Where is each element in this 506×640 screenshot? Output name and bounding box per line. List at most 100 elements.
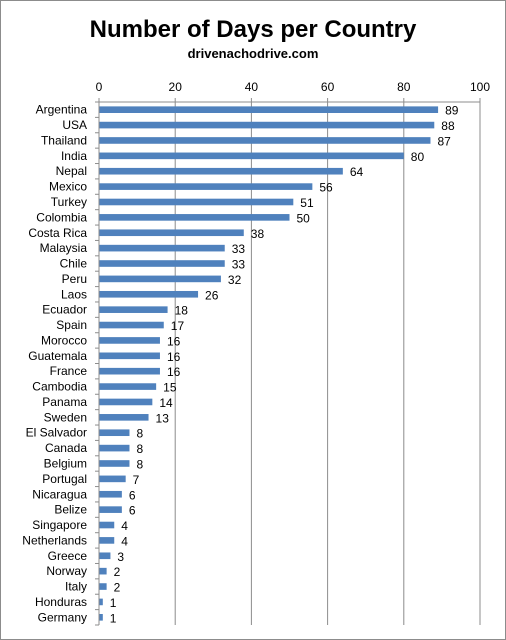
category-label: Malaysia	[40, 241, 88, 255]
value-label: 80	[411, 150, 425, 164]
value-label: 89	[445, 104, 459, 118]
category-label: USA	[62, 118, 87, 132]
value-label: 38	[251, 227, 265, 241]
bar	[99, 152, 404, 160]
value-label: 16	[167, 350, 181, 364]
value-label: 2	[114, 565, 121, 579]
x-axis-ticks: 0 20 40 60 80 100	[96, 80, 490, 103]
x-tick-label: 60	[321, 80, 335, 94]
value-labels: 8988878064565150383333322618171616161514…	[110, 104, 459, 626]
bar	[99, 167, 343, 175]
bar	[99, 537, 115, 544]
category-label: Morocco	[41, 333, 87, 347]
bar	[99, 614, 103, 621]
value-label: 33	[232, 258, 246, 272]
bar	[99, 475, 126, 483]
value-label: 6	[129, 488, 136, 502]
value-label: 88	[441, 119, 455, 133]
value-label: 17	[171, 319, 185, 333]
chart-title: Number of Days per Country	[90, 16, 417, 43]
category-label: Canada	[45, 441, 87, 455]
category-label: Chile	[60, 257, 88, 271]
value-label: 13	[156, 411, 170, 425]
bar	[99, 198, 294, 206]
value-label: 1	[110, 596, 117, 610]
bar	[99, 521, 115, 529]
bar	[99, 383, 157, 390]
bar	[99, 183, 313, 190]
value-label: 1	[110, 611, 117, 625]
category-label: Germany	[38, 610, 87, 624]
x-tick-label: 100	[470, 80, 490, 94]
category-label: Guatemala	[28, 349, 87, 363]
bar	[99, 275, 221, 283]
category-label: Sweden	[44, 410, 87, 424]
bar	[99, 229, 244, 237]
value-label: 6	[129, 504, 136, 518]
chart-subtitle: drivenachodrive.com	[188, 46, 319, 61]
bar	[99, 429, 130, 437]
category-label: Peru	[62, 272, 87, 286]
bars	[99, 106, 439, 621]
value-label: 4	[121, 534, 128, 548]
gridlines	[98, 102, 481, 625]
value-label: 50	[297, 211, 311, 225]
value-label: 51	[300, 196, 314, 210]
value-label: 2	[114, 581, 121, 595]
category-label: Nepal	[56, 164, 87, 178]
category-label: Thailand	[41, 133, 87, 147]
bar	[99, 506, 122, 513]
category-label: Nicaragua	[32, 487, 87, 501]
category-label: Spain	[56, 318, 87, 332]
bar	[99, 398, 153, 406]
value-label: 33	[232, 242, 246, 256]
value-label: 16	[167, 334, 181, 348]
bar	[99, 214, 290, 221]
bar	[99, 106, 439, 113]
value-label: 15	[163, 381, 177, 395]
category-label: Singapore	[32, 518, 87, 532]
bar	[99, 121, 435, 129]
x-tick-label: 80	[397, 80, 411, 94]
x-tick-label: 40	[245, 80, 259, 94]
bar	[99, 290, 199, 298]
category-label: Costa Rica	[28, 226, 87, 240]
category-label: Honduras	[35, 595, 87, 609]
category-label: Colombia	[36, 210, 87, 224]
bar	[99, 598, 103, 606]
x-tick-label: 20	[169, 80, 183, 94]
category-label: Cambodia	[32, 380, 87, 394]
bar	[99, 567, 107, 575]
bar	[99, 321, 164, 329]
bar	[99, 414, 149, 421]
bar	[99, 260, 225, 267]
category-label: El Salvador	[26, 426, 87, 440]
category-label: France	[50, 364, 88, 378]
category-label: Laos	[61, 287, 87, 301]
value-label: 8	[136, 457, 143, 471]
bar	[99, 352, 160, 360]
value-label: 18	[175, 304, 189, 318]
category-label: Belgium	[44, 456, 87, 470]
category-label: Argentina	[36, 103, 88, 117]
category-label: Netherlands	[22, 533, 87, 547]
bar	[99, 367, 160, 375]
value-label: 16	[167, 365, 181, 379]
value-label: 4	[121, 519, 128, 533]
value-label: 3	[117, 550, 124, 564]
value-label: 87	[437, 134, 451, 148]
value-label: 32	[228, 273, 242, 287]
value-label: 26	[205, 288, 219, 302]
category-label: Turkey	[51, 195, 87, 209]
category-label: Belize	[54, 503, 87, 517]
x-tick-label: 0	[96, 80, 103, 94]
value-label: 8	[136, 442, 143, 456]
category-label: India	[61, 149, 87, 163]
bar	[99, 337, 160, 344]
value-label: 7	[133, 473, 140, 487]
value-label: 56	[319, 181, 333, 195]
category-label: Ecuador	[42, 303, 87, 317]
